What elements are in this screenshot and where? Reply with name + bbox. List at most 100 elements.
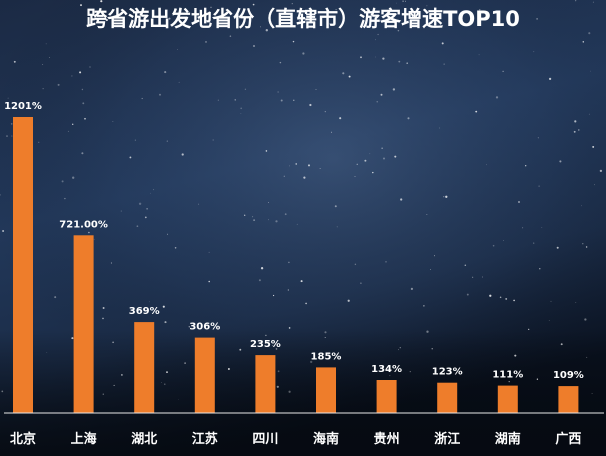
star xyxy=(522,227,524,229)
star xyxy=(292,40,295,43)
star xyxy=(364,159,367,162)
star xyxy=(102,317,104,320)
star xyxy=(443,63,445,65)
star xyxy=(102,393,105,395)
star xyxy=(208,251,210,253)
star xyxy=(430,269,431,270)
category-label: 浙江 xyxy=(434,431,460,447)
star xyxy=(575,302,577,303)
star xyxy=(279,61,282,64)
value-label: 235% xyxy=(250,339,281,350)
star xyxy=(392,88,396,91)
star xyxy=(105,18,108,22)
star xyxy=(508,380,510,383)
star xyxy=(164,383,166,385)
star xyxy=(347,299,350,302)
star xyxy=(11,135,13,137)
star xyxy=(174,247,177,249)
star xyxy=(502,70,504,73)
category-label: 海南 xyxy=(313,431,339,447)
star xyxy=(342,72,345,75)
star xyxy=(271,344,274,347)
star xyxy=(406,62,409,64)
bar xyxy=(13,117,33,413)
star xyxy=(599,169,603,173)
star xyxy=(129,156,132,159)
star xyxy=(121,374,123,376)
star xyxy=(492,244,495,247)
star xyxy=(354,263,357,266)
star xyxy=(538,185,540,187)
category-labels: 北京 上海 湖北 江苏 四川 海南 贵州 浙江 湖南 广西 xyxy=(10,431,581,447)
star xyxy=(548,77,552,81)
star xyxy=(205,40,207,43)
star xyxy=(533,242,535,244)
star xyxy=(303,176,306,179)
star xyxy=(578,129,580,131)
star xyxy=(298,20,300,22)
star xyxy=(536,378,539,380)
star xyxy=(400,198,403,201)
star xyxy=(42,88,44,90)
star xyxy=(426,330,429,333)
star xyxy=(574,120,577,123)
star xyxy=(399,347,401,349)
star xyxy=(339,117,342,120)
star xyxy=(464,264,467,267)
star xyxy=(164,321,167,324)
star xyxy=(405,0,406,2)
star xyxy=(588,32,591,35)
star xyxy=(283,175,285,177)
star xyxy=(210,6,212,8)
category-label: 湖南 xyxy=(495,431,521,447)
star xyxy=(431,348,433,350)
category-label: 湖北 xyxy=(131,432,157,447)
star xyxy=(166,371,168,373)
star xyxy=(177,49,178,50)
star xyxy=(324,336,326,339)
star xyxy=(581,205,582,207)
star xyxy=(375,39,376,41)
star xyxy=(291,3,293,5)
star xyxy=(167,233,168,235)
star xyxy=(407,117,410,120)
star xyxy=(548,319,550,321)
star xyxy=(240,113,242,114)
bars xyxy=(13,117,579,413)
star xyxy=(582,243,584,245)
star xyxy=(253,219,256,222)
star-field xyxy=(0,0,603,400)
star xyxy=(277,91,279,93)
star xyxy=(335,9,337,11)
star xyxy=(584,318,587,321)
star xyxy=(208,280,210,283)
star xyxy=(146,207,148,210)
star xyxy=(513,299,515,302)
star xyxy=(240,107,243,110)
star xyxy=(289,165,291,167)
bar xyxy=(437,382,458,413)
star xyxy=(585,246,588,248)
category-label: 四川 xyxy=(252,432,278,447)
star xyxy=(423,305,425,307)
value-label: 109% xyxy=(553,370,584,381)
star xyxy=(334,205,337,208)
star xyxy=(348,75,351,78)
star xyxy=(475,110,478,113)
star xyxy=(81,88,84,91)
star xyxy=(324,110,326,113)
star xyxy=(376,101,378,103)
star xyxy=(466,293,469,296)
star xyxy=(181,153,184,156)
star xyxy=(265,29,268,32)
category-label: 贵州 xyxy=(374,431,400,447)
star xyxy=(588,113,590,115)
star xyxy=(252,216,254,218)
star xyxy=(184,362,186,364)
star xyxy=(13,60,16,63)
bar xyxy=(497,385,518,413)
star xyxy=(168,17,171,20)
star xyxy=(410,287,414,291)
star xyxy=(472,276,474,278)
